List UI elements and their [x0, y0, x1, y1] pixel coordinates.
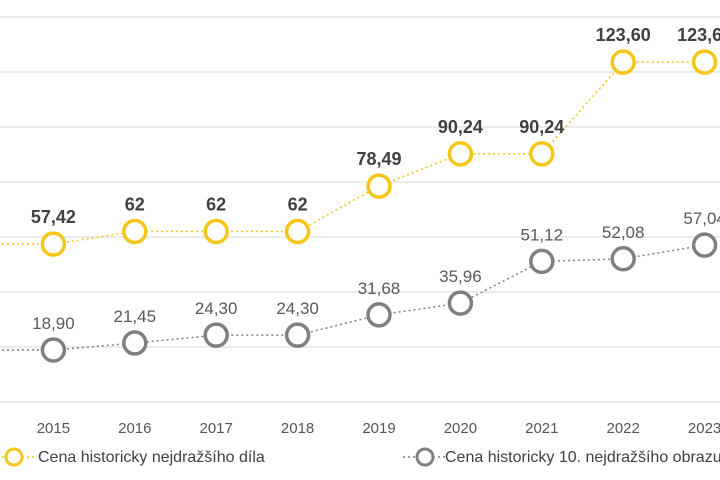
legend-label: Cena historicky nejdražšího díla — [38, 449, 265, 466]
data-point — [40, 337, 67, 363]
legend-label: Cena historicky 10. nejdražšího obrazu — [445, 449, 720, 466]
data-point — [447, 290, 474, 316]
data-label: 21,45 — [114, 307, 157, 326]
data-label: 123,60 — [677, 25, 720, 45]
data-label: 52,08 — [602, 223, 645, 242]
data-label: 31,68 — [358, 279, 401, 298]
x-tick-label: 2022 — [607, 420, 640, 437]
series-line-1 — [0, 61, 705, 245]
data-label: 35,96 — [439, 267, 482, 286]
data-point — [610, 246, 636, 272]
data-point — [529, 141, 555, 167]
legend-marker — [415, 447, 435, 467]
data-point — [122, 330, 148, 356]
x-tick-label: 2017 — [200, 420, 233, 437]
x-tick-label: 2018 — [281, 420, 314, 437]
data-label: 62 — [206, 195, 226, 215]
series-line-2 — [0, 244, 705, 351]
data-points — [40, 49, 718, 363]
data-point — [284, 322, 311, 348]
data-point — [203, 218, 229, 245]
data-point — [691, 232, 718, 258]
data-label: 62 — [125, 195, 145, 215]
data-point — [529, 248, 555, 275]
data-label: 18,90 — [32, 314, 75, 333]
data-label: 90,24 — [519, 117, 564, 137]
data-label: 51,12 — [521, 225, 564, 244]
x-tick-label: 2019 — [362, 420, 395, 437]
data-label: 57,04 — [683, 209, 720, 228]
gridlines — [0, 16, 720, 403]
data-point — [610, 49, 636, 75]
data-point — [447, 141, 474, 167]
legend: Cena historicky nejdražšího díla Cena his… — [0, 447, 720, 467]
data-point — [691, 49, 718, 75]
x-tick-label: 2021 — [525, 420, 558, 437]
x-tick-label: 2015 — [37, 420, 70, 437]
data-point — [366, 173, 392, 199]
series-lines — [0, 61, 705, 351]
x-tick-label: 2016 — [118, 420, 151, 437]
x-tick-label: 2023 — [688, 420, 720, 437]
data-label: 78,49 — [356, 149, 401, 169]
data-point — [40, 231, 67, 257]
data-point — [366, 302, 392, 328]
data-label: 24,30 — [195, 299, 238, 318]
data-label: 90,24 — [438, 117, 483, 137]
data-point — [203, 322, 229, 348]
data-label: 62 — [288, 195, 308, 215]
data-label: 24,30 — [276, 299, 319, 318]
data-point — [284, 218, 311, 245]
x-axis-ticks: 2015 2016 2017 2018 2019 2020 2021 2022 2023 — [37, 420, 720, 437]
data-label: 123,60 — [596, 25, 651, 45]
x-tick-label: 2020 — [444, 420, 477, 437]
data-labels: 57,42 62 62 62 78,49 90,24 90,24 123,60 123,60 18… — [31, 25, 720, 333]
legend-marker — [4, 447, 24, 467]
data-label: 57,42 — [31, 207, 76, 227]
data-point — [122, 218, 148, 245]
